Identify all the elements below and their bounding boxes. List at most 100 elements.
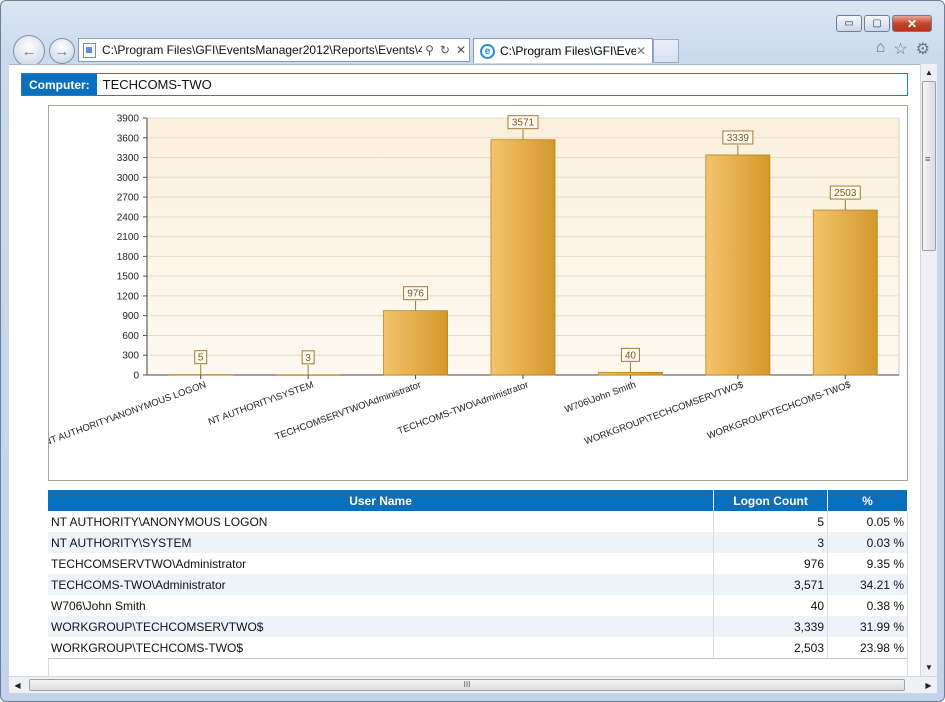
tab-close-icon[interactable]: ✕ bbox=[635, 44, 646, 58]
x-tick-label: NT AUTHORITY\ANONYMOUS LOGON bbox=[49, 379, 208, 448]
table-footer bbox=[48, 658, 908, 676]
y-tick-label: 900 bbox=[122, 311, 139, 322]
table-row: WORKGROUP\TECHCOMSERVTWO$ 3,339 31.99 % bbox=[48, 616, 908, 637]
y-tick-label: 600 bbox=[122, 331, 139, 342]
y-tick-label: 1200 bbox=[117, 291, 140, 302]
cell-user: TECHCOMS-TWO\Administrator bbox=[48, 574, 715, 595]
bar bbox=[812, 209, 878, 376]
y-tick-label: 2100 bbox=[117, 232, 140, 243]
table-row: TECHCOMSERVTWO\Administrator 976 9.35 % bbox=[48, 553, 908, 574]
x-tick-label: W706\John Smith bbox=[563, 379, 637, 415]
window-controls: ▭ ▢ ✕ bbox=[834, 15, 932, 32]
cell-count: 2,503 bbox=[713, 637, 829, 658]
favorites-icon[interactable]: ☆ bbox=[893, 41, 908, 58]
data-label: 3571 bbox=[512, 118, 535, 129]
y-tick-label: 2400 bbox=[117, 212, 140, 223]
cell-user: NT AUTHORITY\ANONYMOUS LOGON bbox=[48, 511, 715, 532]
logon-table: User Name Logon Count % NT AUTHORITY\ANO… bbox=[48, 490, 908, 658]
cell-percent: 34.21 % bbox=[827, 574, 908, 595]
bar bbox=[705, 154, 771, 376]
page-icon bbox=[83, 42, 96, 58]
cell-percent: 0.05 % bbox=[827, 511, 908, 532]
cell-count: 40 bbox=[713, 595, 829, 616]
maximize-button[interactable]: ▢ bbox=[864, 15, 890, 32]
y-tick-label: 0 bbox=[133, 371, 139, 382]
table-row: NT AUTHORITY\SYSTEM 3 0.03 % bbox=[48, 532, 908, 553]
data-label-box bbox=[722, 130, 754, 145]
y-tick-label: 1500 bbox=[117, 272, 140, 283]
cell-count: 976 bbox=[713, 553, 829, 574]
cell-user: TECHCOMSERVTWO\Administrator bbox=[48, 553, 715, 574]
tab-title: C:\Program Files\GFI\Event... bbox=[500, 44, 636, 58]
data-label-box bbox=[507, 115, 539, 130]
data-label-box bbox=[620, 347, 640, 362]
cell-user: WORKGROUP\TECHCOMS-TWO$ bbox=[48, 637, 715, 658]
home-icon[interactable]: ⌂ bbox=[875, 39, 886, 56]
cell-user: NT AUTHORITY\SYSTEM bbox=[48, 532, 715, 553]
cell-user: WORKGROUP\TECHCOMSERVTWO$ bbox=[48, 616, 715, 637]
computer-header: Computer: TECHCOMS-TWO bbox=[21, 73, 908, 96]
search-icon[interactable]: ⚲ bbox=[425, 43, 434, 57]
scroll-right-icon[interactable]: ▶ bbox=[925, 680, 932, 690]
close-button[interactable]: ✕ bbox=[892, 15, 932, 32]
scroll-left-icon[interactable]: ◀ bbox=[14, 680, 21, 690]
table-header-row: User Name Logon Count % bbox=[48, 490, 908, 511]
horizontal-scroll-thumb[interactable]: III bbox=[29, 679, 905, 691]
logon-chart: 0 300 600 900 1200 1500 1800 2100 2400 2700 3000 33… bbox=[48, 105, 908, 481]
scroll-up-icon[interactable]: ▲ bbox=[925, 68, 933, 77]
cell-count: 3,571 bbox=[713, 574, 829, 595]
chart-svg: 0300600900120015001800210024002700300033… bbox=[49, 114, 900, 448]
address-text[interactable]: C:\Program Files\GFI\EventsManager2012\R… bbox=[102, 43, 423, 57]
vertical-scroll-thumb[interactable] bbox=[922, 81, 936, 251]
back-arrow-icon: ← bbox=[21, 42, 37, 60]
scroll-down-icon[interactable]: ▼ bbox=[925, 663, 933, 672]
data-label: 3 bbox=[305, 353, 311, 364]
cell-count: 5 bbox=[713, 511, 829, 532]
cell-percent: 0.03 % bbox=[827, 532, 908, 553]
horizontal-scrollbar[interactable]: ◀ III ▶ bbox=[9, 676, 937, 693]
data-label-box bbox=[301, 350, 315, 365]
y-tick-label: 1800 bbox=[117, 252, 140, 263]
data-label-box bbox=[403, 286, 429, 301]
y-tick-label: 3900 bbox=[117, 114, 140, 125]
page-content: Computer: TECHCOMS-TWO 0 300 600 900 1200 150… bbox=[9, 64, 920, 676]
computer-label: Computer: bbox=[22, 74, 97, 95]
y-tick-label: 3000 bbox=[117, 173, 140, 184]
minimize-button[interactable]: ▭ bbox=[836, 15, 862, 32]
bar bbox=[383, 310, 448, 376]
table-row: NT AUTHORITY\ANONYMOUS LOGON 5 0.05 % bbox=[48, 511, 908, 532]
browser-tab[interactable]: e C:\Program Files\GFI\Event... ✕ bbox=[473, 38, 653, 63]
x-tick-label: NT AUTHORITY\SYSTEM bbox=[207, 379, 315, 427]
col-percent[interactable]: % bbox=[827, 490, 908, 511]
bar bbox=[490, 139, 556, 376]
data-label: 40 bbox=[625, 350, 637, 361]
col-user-name[interactable]: User Name bbox=[48, 490, 715, 511]
col-logon-count[interactable]: Logon Count bbox=[713, 490, 829, 511]
vertical-scrollbar[interactable]: ▲ ▼ bbox=[920, 64, 937, 676]
data-label: 2503 bbox=[834, 188, 857, 199]
new-tab-button[interactable] bbox=[653, 39, 679, 63]
gear-icon[interactable]: ⚙ bbox=[915, 41, 930, 58]
data-label: 976 bbox=[407, 289, 424, 300]
table-row: WORKGROUP\TECHCOMS-TWO$ 2,503 23.98 % bbox=[48, 637, 908, 658]
cell-percent: 9.35 % bbox=[827, 553, 908, 574]
cell-percent: 31.99 % bbox=[827, 616, 908, 637]
forward-button[interactable]: → bbox=[49, 38, 75, 64]
bar bbox=[598, 371, 663, 376]
forward-arrow-icon: → bbox=[54, 42, 70, 60]
stop-icon[interactable]: ✕ bbox=[455, 43, 466, 57]
y-tick-label: 2700 bbox=[117, 193, 140, 204]
toolbar-icons: ⌂ ☆ ⚙ bbox=[876, 39, 930, 59]
cell-count: 3 bbox=[713, 532, 829, 553]
back-button[interactable]: ← bbox=[13, 35, 45, 67]
address-bar[interactable]: C:\Program Files\GFI\EventsManager2012\R… bbox=[78, 38, 470, 62]
table-row: W706\John Smith 40 0.38 % bbox=[48, 595, 908, 616]
cell-user: W706\John Smith bbox=[48, 595, 715, 616]
cell-percent: 23.98 % bbox=[827, 637, 908, 658]
cell-percent: 0.38 % bbox=[827, 595, 908, 616]
y-tick-label: 3300 bbox=[117, 153, 140, 164]
refresh-icon[interactable]: ↻ bbox=[439, 43, 450, 57]
data-label: 5 bbox=[198, 353, 204, 364]
y-tick-label: 300 bbox=[122, 351, 139, 362]
